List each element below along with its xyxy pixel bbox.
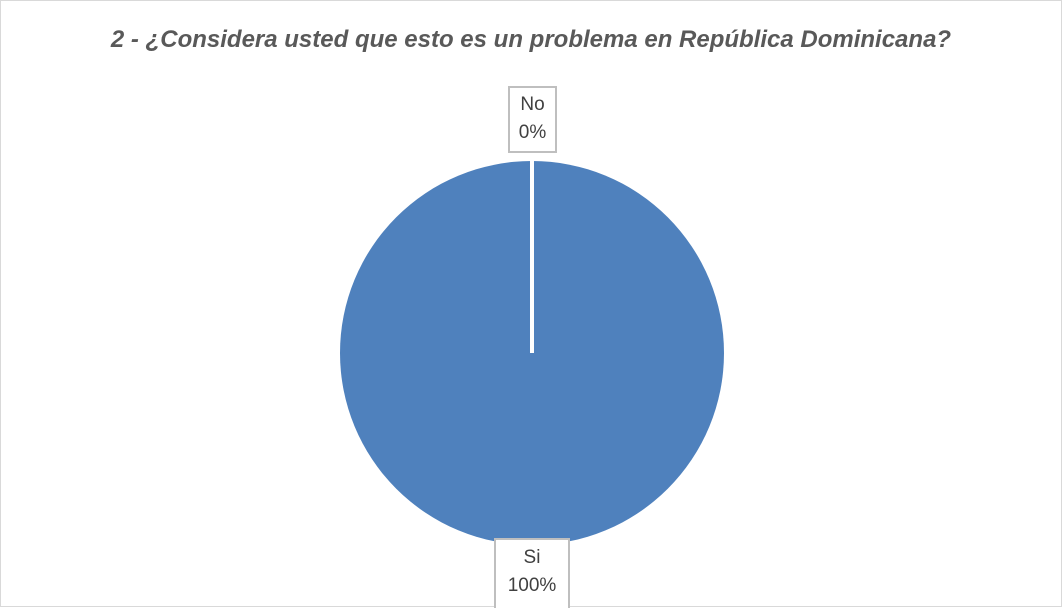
chart-title: 2 - ¿Considera usted que esto es un prob… xyxy=(110,26,952,53)
data-label-si-category: Si xyxy=(523,547,541,568)
data-label-no-category: No xyxy=(520,94,545,115)
data-label-no-percent: 0% xyxy=(518,122,547,143)
pie-slices xyxy=(340,161,724,545)
data-label-si: Si 100% xyxy=(494,538,570,608)
data-label-no: No 0% xyxy=(508,86,557,153)
data-label-si-percent: 100% xyxy=(507,575,557,596)
